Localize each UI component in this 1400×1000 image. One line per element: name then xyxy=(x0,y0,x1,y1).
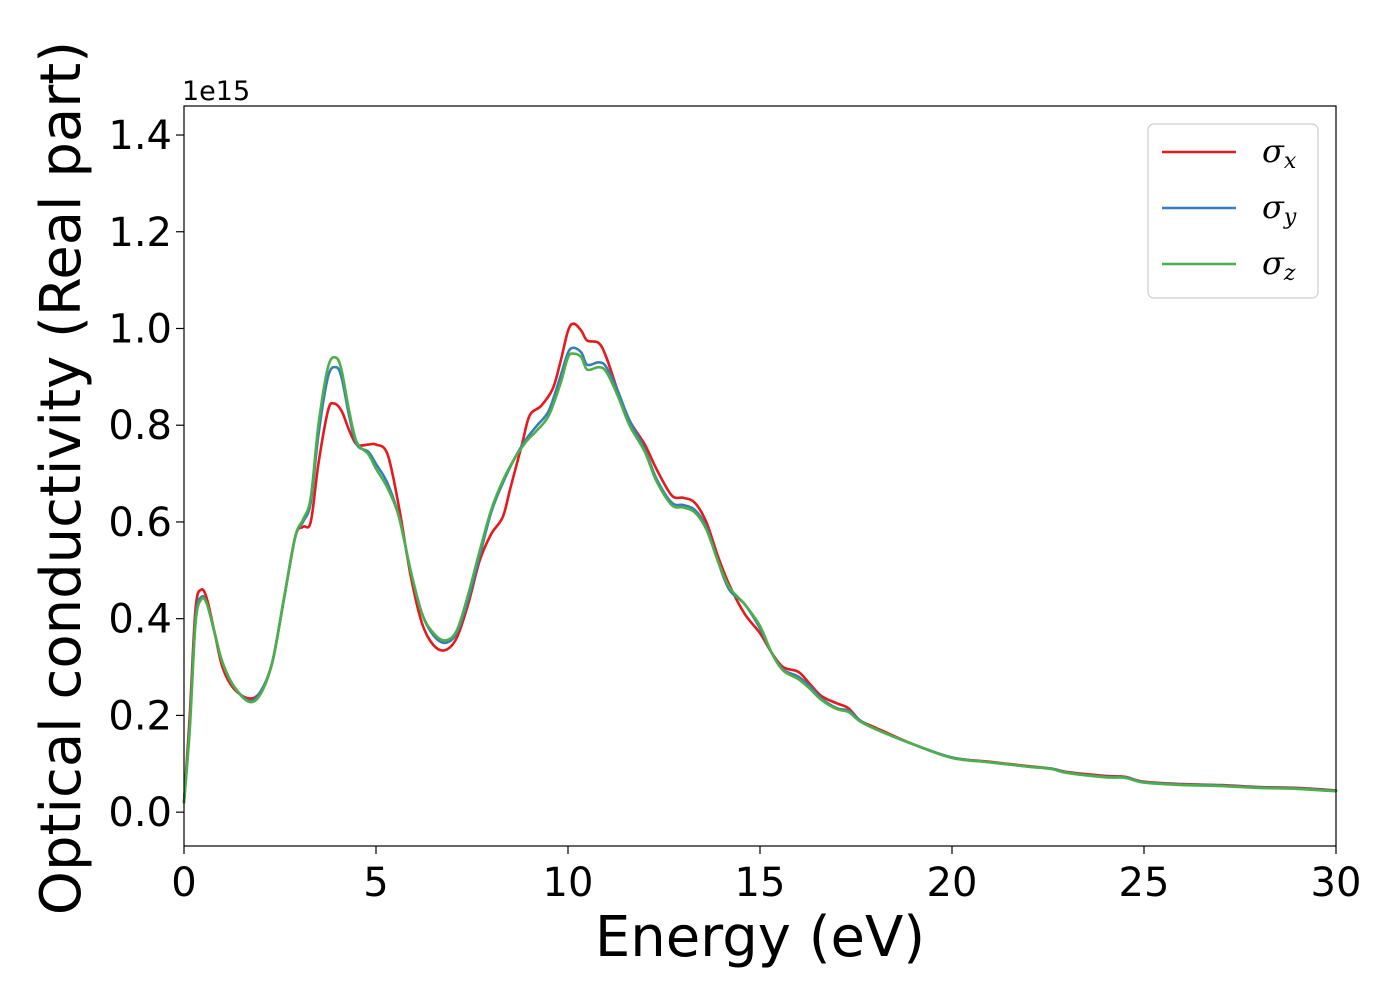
y-axis: 0.0 0.2 0.4 0.6 0.8 1.0 1.2 1.4 xyxy=(108,113,184,836)
x-tick-label: 5 xyxy=(363,860,388,906)
x-tick-label: 25 xyxy=(1119,860,1170,906)
y-tick-label: 1.4 xyxy=(108,113,172,159)
x-axis-label: Energy (eV) xyxy=(595,905,925,970)
y-tick-label: 1.0 xyxy=(108,306,172,352)
y-tick-label: 0.0 xyxy=(108,790,172,836)
y-tick-label: 0.2 xyxy=(108,693,172,739)
x-tick-label: 0 xyxy=(171,860,196,906)
x-tick-label: 15 xyxy=(735,860,786,906)
legend-subscript: x xyxy=(1284,149,1297,174)
legend-box xyxy=(1147,123,1319,299)
series-line-z xyxy=(182,352,1338,804)
x-tick-label: 10 xyxy=(543,860,594,906)
y-tick-label: 0.6 xyxy=(108,500,172,546)
x-axis: 0 5 10 15 20 25 30 xyxy=(171,846,1361,906)
legend-subscript: y xyxy=(1283,205,1297,230)
series-layer xyxy=(182,322,1338,804)
x-tick-label: 20 xyxy=(927,860,978,906)
y-offset-label: 1e15 xyxy=(182,76,250,107)
y-tick-label: 0.8 xyxy=(108,403,172,449)
y-tick-label: 0.4 xyxy=(108,597,172,643)
x-tick-label: 30 xyxy=(1311,860,1362,906)
legend-subscript: z xyxy=(1283,261,1296,286)
y-tick-label: 1.2 xyxy=(108,210,172,256)
y-axis-label: Optical conductivity (Real part) xyxy=(29,41,94,915)
